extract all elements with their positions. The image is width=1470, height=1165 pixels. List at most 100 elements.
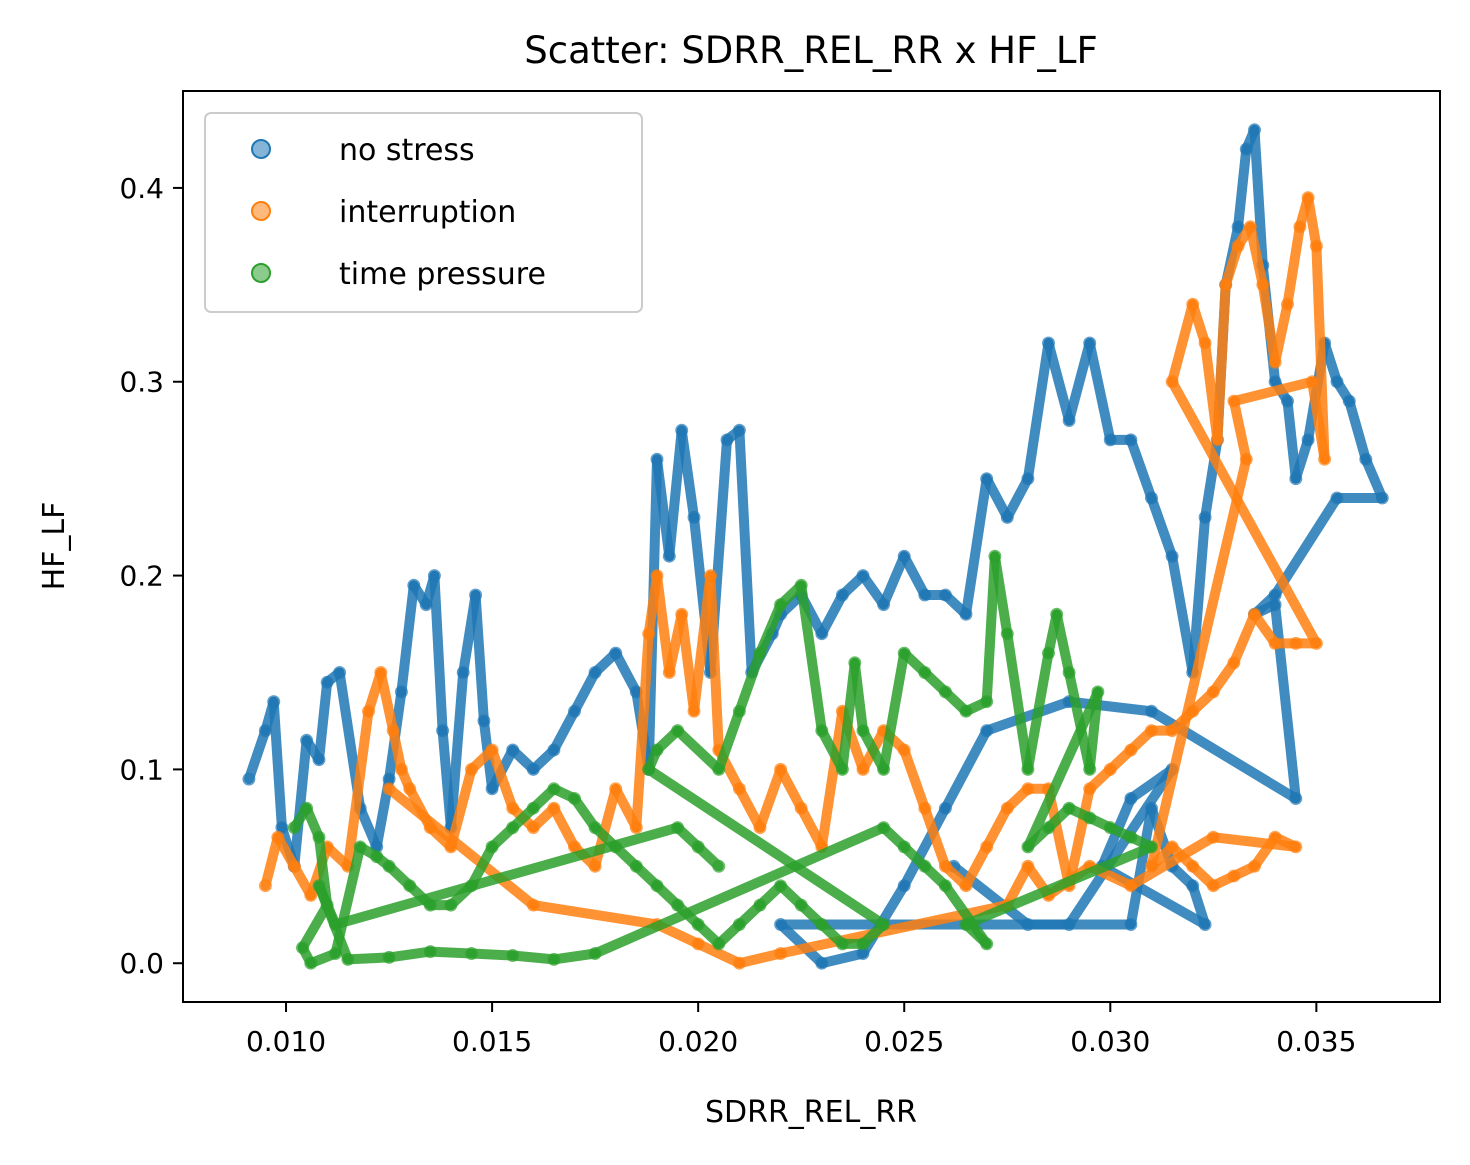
point-trace (989, 551, 1013, 639)
legend: no stress interruption time pressure (204, 112, 643, 313)
point-trace (1249, 124, 1268, 271)
point-trace (610, 648, 642, 697)
point-trace (548, 948, 601, 965)
y-tick-label: 0.2 (119, 560, 164, 593)
point-trace (1125, 434, 1157, 503)
x-tick-label: 0.035 (1276, 1025, 1356, 1058)
point-trace (1084, 338, 1116, 445)
x-axis: 0.010 0.015 0.020 0.025 0.030 0.035 (246, 1002, 1356, 1058)
point-trace (1002, 473, 1033, 523)
point-trace (1146, 454, 1252, 872)
point-trace (1064, 783, 1095, 891)
points-layer (242, 123, 1389, 970)
point-trace (548, 803, 580, 852)
point-trace (1307, 376, 1330, 465)
point-trace (1212, 279, 1231, 445)
point-trace (816, 706, 848, 852)
x-axis-label: SDRR_REL_RR (705, 1095, 917, 1130)
point-trace (1220, 241, 1244, 290)
legend-marker (251, 263, 271, 283)
point-trace (672, 725, 724, 775)
point-trace (734, 783, 765, 833)
point-trace (1344, 396, 1371, 465)
point-trace (693, 938, 745, 969)
point-trace (1303, 192, 1322, 252)
point-trace (693, 841, 724, 872)
point-trace (816, 948, 868, 969)
x-tick-label: 0.020 (658, 1025, 738, 1058)
point-trace (981, 803, 1013, 852)
point-trace (1051, 609, 1075, 678)
point-trace (849, 657, 868, 736)
point-trace (1064, 764, 1178, 930)
point-trace (899, 745, 930, 814)
x-tick-label: 0.030 (1070, 1025, 1150, 1058)
point-trace (384, 946, 436, 963)
y-tick-label: 0.0 (119, 947, 164, 980)
point-trace (289, 735, 312, 872)
point-trace (961, 841, 992, 891)
point-trace (705, 570, 724, 755)
point-trace (899, 551, 930, 600)
point-trace (1043, 338, 1075, 426)
point-trace (272, 832, 300, 872)
point-trace (260, 832, 283, 891)
point-trace (445, 667, 469, 833)
point-trace (1146, 493, 1178, 562)
point-trace (1125, 832, 1219, 891)
point-trace (1228, 376, 1318, 407)
legend-marker (251, 139, 271, 159)
point-trace (1064, 696, 1157, 717)
y-axis: 0.0 0.1 0.2 0.3 0.4 (119, 172, 183, 980)
point-trace (981, 551, 1000, 707)
point-trace (425, 946, 477, 959)
point-trace (755, 764, 786, 833)
point-trace (816, 590, 848, 639)
point-trace (297, 900, 333, 953)
point-trace (1228, 396, 1252, 465)
point-trace (1187, 299, 1211, 348)
point-trace (1125, 803, 1157, 930)
point-trace (1228, 609, 1260, 668)
point-trace (1270, 299, 1293, 368)
point-trace (1022, 338, 1054, 484)
point-trace (755, 599, 786, 659)
point-trace (734, 425, 757, 678)
point-trace (396, 580, 419, 697)
point-trace (1064, 338, 1095, 426)
x-tick-label: 0.015 (452, 1025, 532, 1058)
point-trace (796, 580, 827, 736)
point-trace (1167, 376, 1322, 649)
point-trace (1002, 861, 1033, 911)
point-trace (1022, 686, 1103, 852)
point-trace (590, 822, 889, 959)
point-trace (878, 551, 910, 610)
point-trace (1282, 221, 1305, 310)
point-trace (858, 570, 889, 610)
point-trace (734, 648, 765, 717)
y-tick-label: 0.4 (119, 172, 164, 205)
point-trace (631, 628, 654, 833)
point-trace (1290, 434, 1314, 484)
chart-title: Scatter: SDRR_REL_RR x HF_LF (524, 29, 1098, 72)
point-trace (1187, 512, 1211, 678)
point-trace (940, 880, 992, 949)
point-trace (1282, 396, 1301, 484)
legend-marker (251, 201, 271, 221)
point-trace (878, 648, 910, 775)
point-trace (961, 841, 1157, 930)
y-axis-label: HF_LF (37, 502, 72, 591)
point-trace (466, 948, 518, 961)
point-trace (445, 764, 477, 852)
y-tick-label: 0.3 (119, 366, 164, 399)
point-trace (1270, 599, 1301, 804)
point-trace (569, 793, 601, 833)
point-trace (1208, 657, 1239, 697)
point-trace (1245, 221, 1268, 290)
x-tick-label: 0.025 (864, 1025, 944, 1058)
point-trace (507, 950, 559, 965)
point-trace (775, 919, 827, 969)
point-trace (429, 570, 448, 736)
y-tick-label: 0.1 (119, 753, 164, 786)
